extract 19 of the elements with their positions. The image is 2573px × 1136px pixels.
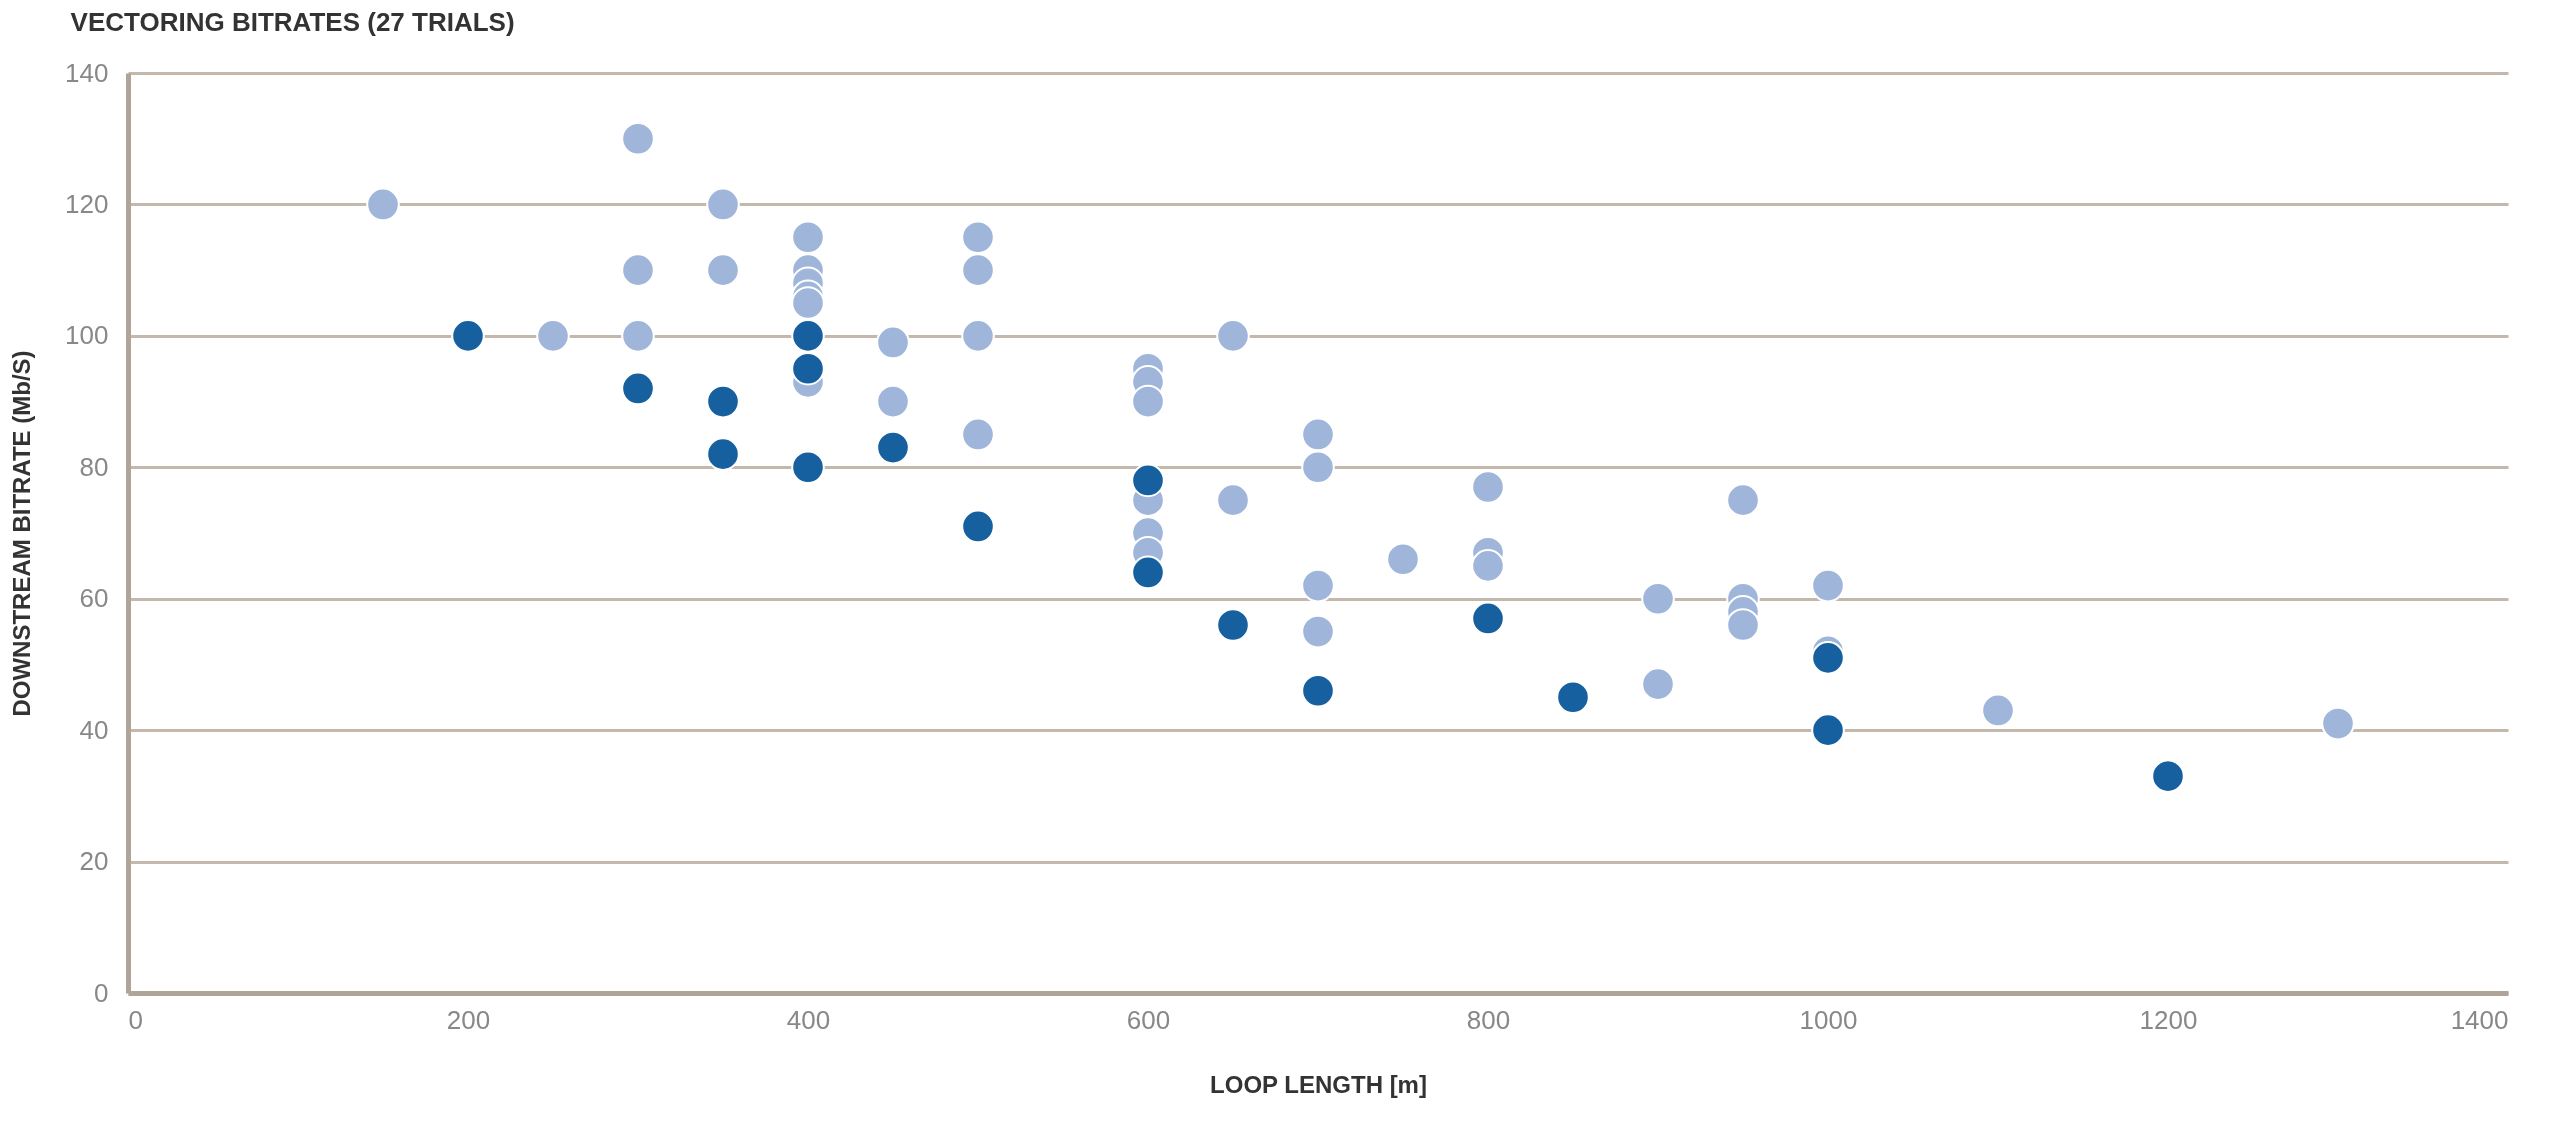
x-tick-label: 1000	[1799, 1004, 1858, 1035]
y-tick-label: 60	[79, 583, 109, 614]
y-tick-label: 0	[94, 977, 109, 1008]
x-tick-label: 600	[1126, 1004, 1171, 1035]
y-tick-label: 20	[79, 846, 109, 877]
x-tick-label: 1200	[2139, 1004, 2198, 1035]
y-tick-label: 140	[65, 57, 109, 88]
x-tick-label: 0	[128, 1004, 143, 1035]
x-tick-label: 1400	[2450, 1004, 2509, 1035]
y-axis-title: DOWNSTREAM BITRATE (Mb/S)	[8, 350, 36, 717]
y-tick-label: 80	[79, 451, 109, 482]
y-tick-label: 120	[65, 188, 109, 219]
x-tick-label: 800	[1466, 1004, 1511, 1035]
y-tick-label: 100	[65, 320, 109, 351]
y-tick-label: 40	[79, 714, 109, 745]
x-axis-title: LOOP LENGTH [m]	[1210, 1070, 1427, 1098]
x-tick-label: 400	[786, 1004, 831, 1035]
x-tick-label: 200	[446, 1004, 491, 1035]
chart-title: VECTORING BITRATES (27 TRIALS)	[70, 7, 515, 37]
